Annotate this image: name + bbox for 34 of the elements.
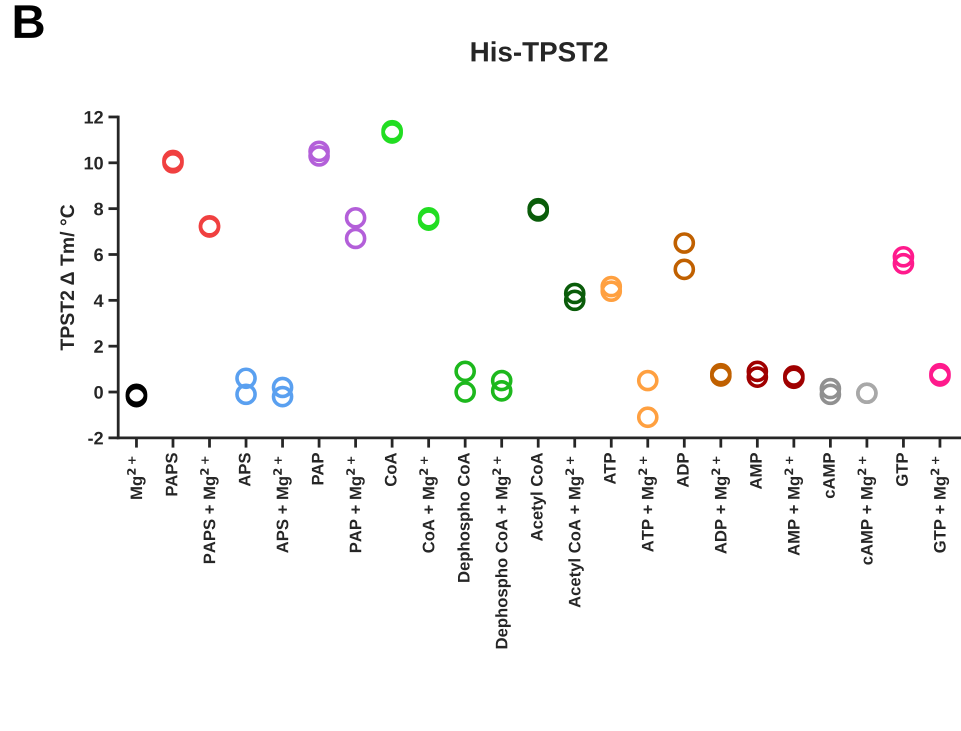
x-tick-label: AMP bbox=[750, 453, 762, 490]
x-tick-label: GTP + Mg$^{2+}$ bbox=[930, 456, 950, 553]
y-tick-label: 8 bbox=[94, 202, 104, 216]
x-tick-label: PAPS + Mg$^{2+}$ bbox=[200, 456, 219, 564]
x-tick-label: PAP + Mg$^{2+}$ bbox=[346, 456, 365, 552]
y-tick-label: 10 bbox=[84, 156, 103, 170]
x-tick-label: ATP bbox=[604, 453, 616, 484]
x-tick-label: cAMP + Mg$^{2+}$ bbox=[857, 456, 876, 565]
y-tick-label: 6 bbox=[94, 248, 103, 262]
x-tick-label: GTP bbox=[896, 453, 908, 486]
x-tick-label: Dephospho CoA + Mg$^{2+}$ bbox=[492, 456, 511, 648]
x-tick-label: PAPS bbox=[166, 453, 178, 496]
x-tick-label: PAP bbox=[312, 453, 324, 484]
x-tick-label: APS bbox=[238, 453, 251, 486]
x-tick-label: Acetyl CoA + Mg$^{2+}$ bbox=[565, 456, 584, 608]
y-tick-label: 2 bbox=[94, 340, 103, 353]
y-tick-label: 0 bbox=[94, 386, 103, 399]
x-tick-label: Dephospho CoA bbox=[457, 452, 473, 582]
x-tick-label: ADP + Mg$^{2+}$ bbox=[711, 456, 730, 554]
text: B bbox=[14, 5, 44, 38]
y-axis-title: TPST2 Δ Tm/ °C bbox=[60, 204, 74, 350]
x-tick-label: ATP + Mg$^{2+}$ bbox=[638, 456, 657, 552]
x-tick-label: APS + Mg$^{2+}$ bbox=[273, 456, 292, 553]
y-tick-label: -2 bbox=[88, 432, 103, 444]
x-tick-label: cAMP bbox=[823, 453, 835, 498]
x-tick-label: Mg$^{2+}$ bbox=[127, 456, 146, 499]
x-tick-label: AMP + Mg$^{2+}$ bbox=[784, 456, 804, 556]
x-tick-label: ADP bbox=[677, 453, 689, 488]
y-tick-label: 4 bbox=[94, 294, 104, 307]
x-tick-label: Acetyl CoA bbox=[530, 452, 546, 541]
y-tick-label: 12 bbox=[84, 110, 103, 124]
x-tick-label: CoA bbox=[384, 452, 397, 486]
x-tick-label: CoA + Mg$^{2+}$ bbox=[419, 456, 438, 553]
chart-title: His-TPST2 bbox=[472, 41, 608, 62]
